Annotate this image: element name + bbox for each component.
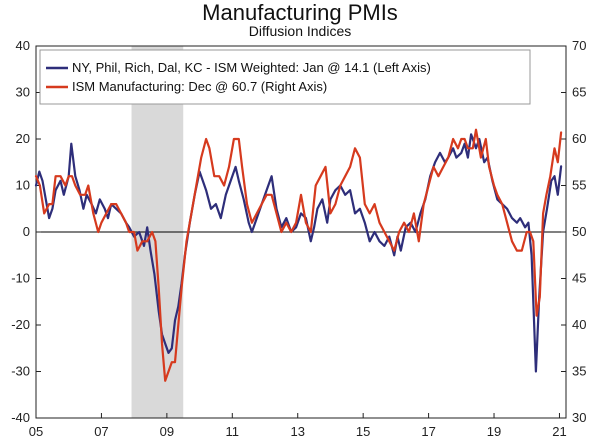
legend: NY, Phil, Rich, Dal, KC - ISM Weighted: … bbox=[39, 49, 531, 105]
x-axis-tick-label: 11 bbox=[226, 424, 240, 439]
series-line-2 bbox=[34, 128, 563, 382]
right-axis-tick-label: 50 bbox=[572, 224, 586, 239]
right-axis-tick-label: 30 bbox=[572, 410, 586, 425]
left-axis-tick-label: -20 bbox=[11, 317, 30, 332]
left-axis-tick-label: 0 bbox=[23, 224, 30, 239]
series-layer bbox=[34, 128, 563, 382]
legend-box bbox=[39, 49, 531, 105]
chart-subtitle: Diffusion Indices bbox=[249, 23, 351, 39]
right-axis-tick-label: 40 bbox=[572, 317, 586, 332]
x-axis-tick-label: 09 bbox=[160, 424, 174, 439]
right-axis-tick-label: 60 bbox=[572, 131, 586, 146]
left-axis-tick-label: 10 bbox=[16, 178, 30, 193]
right-axis-tick-label: 65 bbox=[572, 85, 586, 100]
right-axis-tick-label: 45 bbox=[572, 271, 586, 286]
left-axis-tick-label: -40 bbox=[11, 410, 30, 425]
left-axis-tick-label: 30 bbox=[16, 85, 30, 100]
x-axis-tick-label: 21 bbox=[552, 424, 566, 439]
left-axis-tick-label: -30 bbox=[11, 364, 30, 379]
x-axis-tick-label: 17 bbox=[421, 424, 435, 439]
chart-title: Manufacturing PMIs bbox=[202, 0, 398, 25]
legend-label-series-2: ISM Manufacturing: Dec @ 60.7 (Right Axi… bbox=[72, 79, 327, 94]
legend-label-series-1: NY, Phil, Rich, Dal, KC - ISM Weighted: … bbox=[72, 60, 431, 75]
right-axis-tick-label: 55 bbox=[572, 178, 586, 193]
left-axis-tick-label: 20 bbox=[16, 131, 30, 146]
x-axis-tick-label: 05 bbox=[29, 424, 43, 439]
x-axis-tick-label: 19 bbox=[487, 424, 501, 439]
right-axis-tick-label: 35 bbox=[572, 364, 586, 379]
axis-layer: 40 30 20 10 0 -10 -20 -30 -40 70 65 60 55 50 45 40 35 30 0… bbox=[11, 38, 586, 439]
x-axis-tick-label: 13 bbox=[290, 424, 304, 439]
x-axis-tick-label: 15 bbox=[356, 424, 370, 439]
right-axis-tick-label: 70 bbox=[572, 38, 586, 53]
left-axis-tick-label: -10 bbox=[11, 271, 30, 286]
left-axis-tick-label: 40 bbox=[16, 38, 30, 53]
x-axis-tick-label: 07 bbox=[94, 424, 108, 439]
